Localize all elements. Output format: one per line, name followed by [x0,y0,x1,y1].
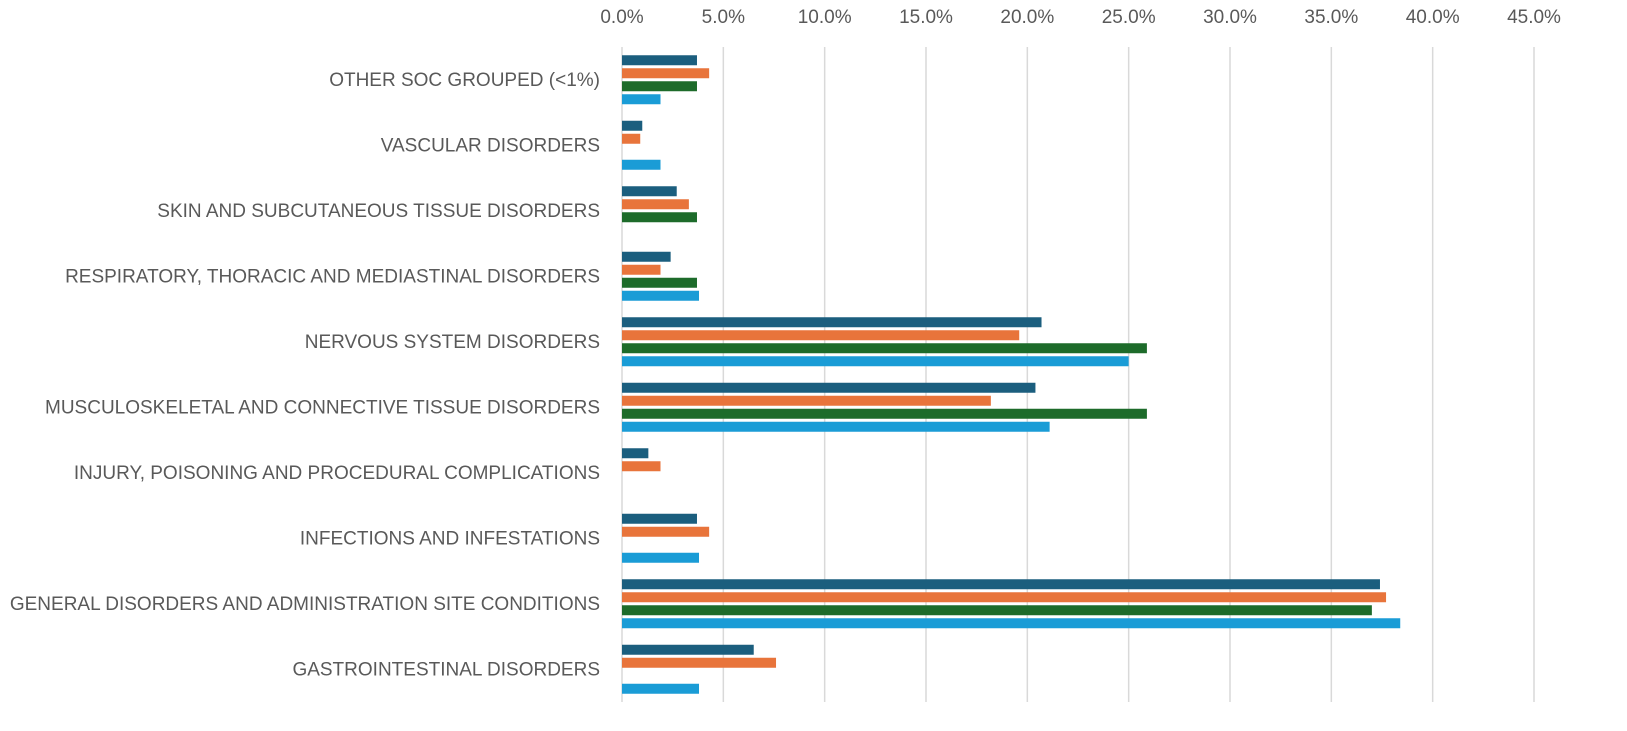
y-tick-label: INJURY, POISONING AND PROCEDURAL COMPLIC… [74,463,600,484]
bar [622,251,671,262]
x-tick-label: 45.0% [1507,7,1561,28]
x-tick-label: 15.0% [899,7,953,28]
x-tick-label: 25.0% [1102,7,1156,28]
bar [622,55,697,66]
bar [622,461,661,472]
bar [622,579,1380,590]
bar [622,605,1372,616]
bar [622,644,754,655]
x-tick-label: 30.0% [1203,7,1257,28]
bar [622,683,700,694]
x-tick-label: 20.0% [1000,7,1054,28]
bar [622,382,1036,393]
bar [622,395,991,406]
bar [622,199,689,210]
y-tick-label: GENERAL DISORDERS AND ADMINISTRATION SIT… [10,594,600,615]
bar [622,159,661,170]
bar [622,513,697,524]
bar [622,421,1050,432]
bar [622,290,700,301]
y-tick-label: SKIN AND SUBCUTANEOUS TISSUE DISORDERS [157,201,600,222]
bar [622,618,1401,629]
y-tick-label: GASTROINTESTINAL DISORDERS [292,659,600,680]
bar [622,330,1020,341]
bar [622,552,700,563]
x-tick-label: 5.0% [702,7,745,28]
bar [622,526,710,537]
bar [622,408,1147,419]
bar [622,81,697,92]
bar [622,133,641,144]
bar [622,657,777,668]
bar [622,94,661,105]
bar [622,277,697,288]
bar [622,592,1387,603]
bar [622,264,661,275]
bar [622,356,1129,367]
bar [622,343,1147,354]
bar [622,120,643,131]
bar [622,186,677,197]
y-tick-label: VASCULAR DISORDERS [381,135,600,156]
y-tick-label: OTHER SOC GROUPED (<1%) [329,70,600,91]
y-tick-label: NERVOUS SYSTEM DISORDERS [305,332,600,353]
x-tick-label: 10.0% [798,7,852,28]
y-tick-label: INFECTIONS AND INFESTATIONS [300,528,600,549]
y-tick-label: MUSCULOSKELETAL AND CONNECTIVE TISSUE DI… [45,397,600,418]
x-tick-label: 35.0% [1304,7,1358,28]
bar [622,317,1042,328]
x-tick-label: 0.0% [600,7,643,28]
bar [622,212,697,223]
y-tick-label: RESPIRATORY, THORACIC AND MEDIASTINAL DI… [65,266,600,287]
bar [622,448,649,459]
bar [622,68,710,79]
x-tick-label: 40.0% [1406,7,1460,28]
